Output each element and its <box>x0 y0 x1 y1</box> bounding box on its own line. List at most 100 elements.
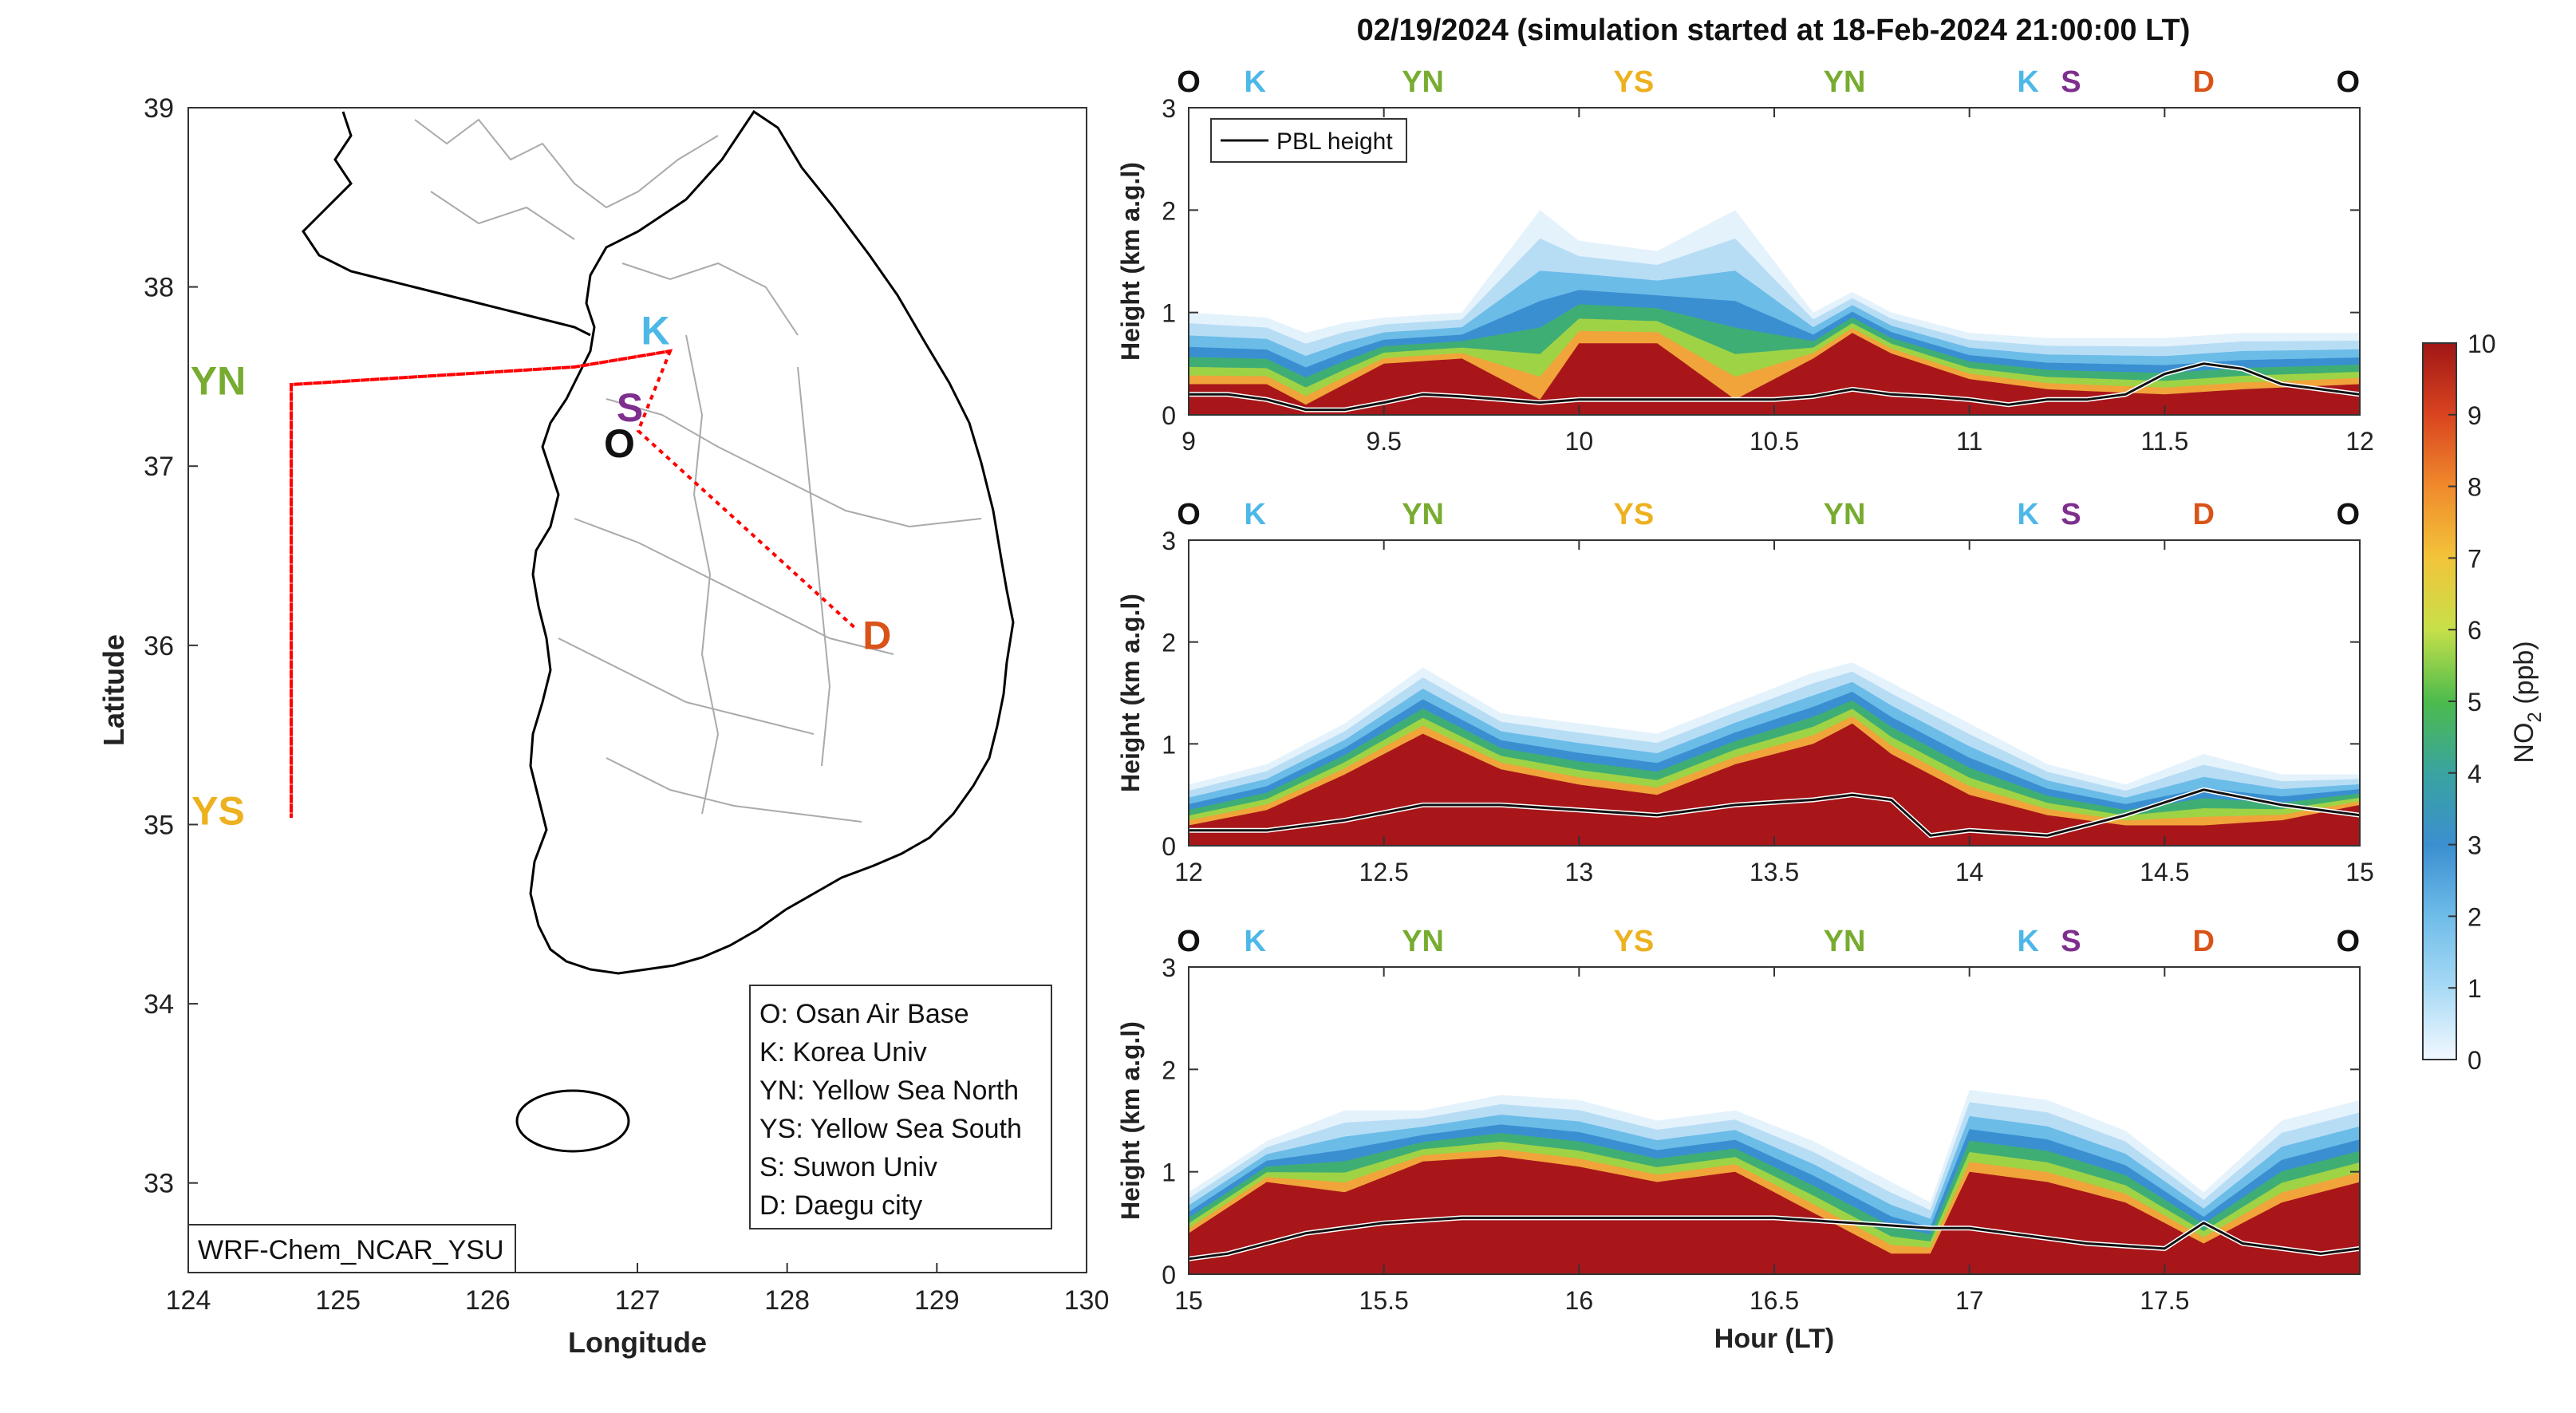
y-tick-label: 1 <box>1162 1158 1176 1187</box>
map-site-label-o: O <box>604 421 635 466</box>
x-tick-label: 16.5 <box>1750 1286 1799 1315</box>
map-site-label-k: K <box>641 308 669 353</box>
pbl-legend-label: PBL height <box>1276 128 1393 155</box>
colorbar-tick-label: 2 <box>2468 902 2482 931</box>
x-tick-label: 11.5 <box>2140 427 2188 456</box>
top-site-label-o: O <box>2337 65 2361 99</box>
north-boundaries <box>414 118 719 240</box>
province-boundaries <box>558 262 982 823</box>
colorbar-tick-label: 3 <box>2468 831 2482 860</box>
map-y-tick-label: 38 <box>144 273 174 303</box>
jeju-island <box>515 1089 630 1153</box>
map-x-axis-label: Longitude <box>568 1326 707 1359</box>
map-y-ticks: 33 34 35 36 37 38 39 <box>144 93 198 1199</box>
map-site-label-s: S <box>617 385 643 430</box>
y-tick-label: 3 <box>1162 953 1176 982</box>
x-tick-label: 13.5 <box>1750 858 1799 886</box>
map-y-tick-label: 37 <box>144 452 174 482</box>
y-tick-label: 2 <box>1162 1056 1176 1084</box>
map-site-label-yn: YN <box>191 358 246 403</box>
map-y-tick-label: 35 <box>144 810 174 840</box>
no2-band-7 <box>1189 723 2360 846</box>
map-y-tick-label: 33 <box>144 1169 174 1199</box>
map-site-label-d: D <box>862 613 891 657</box>
x-tick-label: 12 <box>1174 858 1203 886</box>
map-x-tick-label: 125 <box>315 1285 361 1316</box>
legend-item-ys: YS: Yellow Sea South <box>759 1114 1022 1144</box>
top-site-label-o: O <box>1177 65 1201 99</box>
x-tick-label: 14.5 <box>2140 858 2189 886</box>
top-site-label-o: O <box>2337 498 2361 531</box>
top-site-label-yn: YN <box>1402 498 1444 531</box>
y-tick-label: 2 <box>1162 196 1176 225</box>
top-site-label-yn: YN <box>1824 498 1866 531</box>
y-tick-label: 0 <box>1162 832 1176 861</box>
figure-title: 02/19/2024 (simulation started at 18-Feb… <box>1357 14 2191 47</box>
top-site-label-k: K <box>1244 925 1266 958</box>
legend-item-yn: YN: Yellow Sea North <box>759 1076 1019 1106</box>
pbl-height-line <box>1189 362 2361 412</box>
legend-item-k: K: Korea Univ <box>759 1037 927 1068</box>
colorbar-tick-label: 5 <box>2468 688 2482 716</box>
map-x-tick-label: 127 <box>615 1285 661 1316</box>
y-tick-label: 1 <box>1162 730 1176 759</box>
top-site-label-ys: YS <box>1613 925 1654 958</box>
map-y-tick-label: 34 <box>144 989 174 1020</box>
flight-route <box>290 349 859 818</box>
top-site-label-yn: YN <box>1824 65 1866 99</box>
colorbar-label-subscript: 2 <box>2524 712 2546 722</box>
map-site-labels: K YN SO D YS <box>191 308 892 833</box>
x-tick-label: 10.5 <box>1750 427 1799 456</box>
pbl-height-line <box>1189 788 2361 837</box>
pbl-height-line <box>1188 1216 2361 1261</box>
top-site-label-s: S <box>2061 65 2081 99</box>
y-axis-label: Height (km a.g.l) <box>1116 594 1145 792</box>
x-tick-label: 12.5 <box>1359 858 1409 886</box>
no2-band-7 <box>1189 1156 2360 1274</box>
top-site-label-yn: YN <box>1402 925 1444 958</box>
top-site-label-d: D <box>2193 498 2215 531</box>
map-site-label-ys: YS <box>191 788 245 833</box>
top-site-label-d: D <box>2193 65 2215 99</box>
top-site-label-o: O <box>1177 925 1201 958</box>
top-site-label-ys: YS <box>1613 65 1654 99</box>
colorbar-tick-label: 7 <box>2468 544 2482 573</box>
x-tick-label: 14 <box>1955 858 1984 886</box>
map-x-tick-label: 126 <box>465 1285 511 1316</box>
x-tick-label: 15 <box>2345 858 2374 886</box>
curtain-panel-3: 15 15.5 16 16.5 17 17.5 0 1 2 3 Height (km a.g.l) H… <box>1116 925 2361 1354</box>
x-tick-label: 16 <box>1565 1286 1594 1315</box>
colorbar-tick-label: 0 <box>2468 1046 2482 1075</box>
x-tick-label: 17 <box>1955 1286 1984 1315</box>
model-label-box <box>187 1224 516 1273</box>
y-tick-label: 2 <box>1162 629 1176 657</box>
map-y-axis-label: Latitude <box>97 634 130 746</box>
y-tick-label: 3 <box>1162 527 1176 555</box>
map-x-ticks: 124 125 126 127 128 129 130 <box>166 1263 1109 1316</box>
y-axis-label: Height (km a.g.l) <box>1116 1021 1145 1220</box>
x-tick-label: 11 <box>1956 427 1982 456</box>
map-x-tick-label: 129 <box>914 1285 960 1316</box>
colorbar-tick-label: 4 <box>2468 760 2482 788</box>
x-tick-label: 9 <box>1181 427 1196 456</box>
map-legend-box <box>749 985 1052 1229</box>
x-tick-label: 15 <box>1174 1286 1203 1315</box>
x-tick-label: 13 <box>1565 858 1594 886</box>
y-tick-label: 0 <box>1162 401 1176 430</box>
colorbar-tick-label: 9 <box>2468 401 2482 430</box>
korea-coastline <box>529 109 1015 975</box>
legend-item-d: D: Daegu city <box>759 1190 922 1221</box>
top-site-label-yn: YN <box>1824 925 1866 958</box>
legend-item-o: O: Osan Air Base <box>759 999 969 1029</box>
x-tick-label: 15.5 <box>1359 1286 1409 1315</box>
y-tick-label: 1 <box>1162 299 1176 328</box>
top-site-label-yn: YN <box>1402 65 1444 99</box>
north-coastline <box>302 111 591 337</box>
top-site-label-k: K <box>1244 498 1266 531</box>
x-axis-label: Hour (LT) <box>1714 1324 1834 1354</box>
colorbar-label: NO2 (ppb) <box>2509 641 2546 763</box>
colorbar-tick-label: 10 <box>2468 330 2496 358</box>
